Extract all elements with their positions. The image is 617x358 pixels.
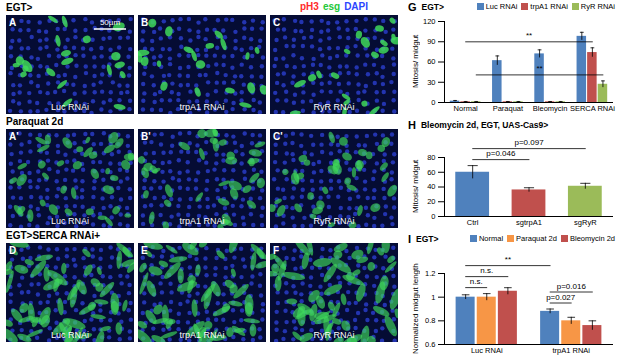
html-text:Mitosis/ midgut: Mitosis/ midgut (410, 159, 420, 214)
svg-text:p=0.027: p=0.027 (546, 293, 576, 302)
html-text:trpA1 RNAi: trpA1 RNAi (530, 2, 568, 11)
svg-text:120: 120 (423, 17, 436, 26)
svg-text:SERCA RNAi: SERCA RNAi (570, 104, 615, 113)
html-text:G EGT>: G EGT> (408, 0, 444, 13)
svg-text:F: F (273, 245, 279, 256)
html-text:Mitosis/ midgut: Mitosis/ midgut (410, 34, 420, 89)
html-text:Luc RNAi: Luc RNAi (485, 2, 518, 11)
svg-text:A: A (9, 17, 16, 28)
svg-text:E: E (141, 245, 148, 256)
svg-text:p=0.097: p=0.097 (514, 138, 544, 147)
svg-text:80: 80 (427, 153, 435, 162)
svg-text:30: 30 (427, 78, 435, 87)
svg-text:0.8: 0.8 (425, 316, 435, 325)
svg-text:0: 0 (431, 98, 435, 107)
svg-text:40: 40 (427, 182, 435, 191)
svg-text:Luc RNAi: Luc RNAi (471, 346, 503, 355)
svg-text:trpA1 RNAi: trpA1 RNAi (179, 102, 224, 112)
svg-text:Ctrl: Ctrl (467, 218, 479, 227)
svg-text:n.s.: n.s. (480, 266, 493, 275)
svg-text:Paraquat: Paraquat (493, 104, 524, 113)
svg-text:**: ** (526, 31, 532, 40)
html-text:Paraquat 2d: Paraquat 2d (6, 116, 64, 127)
html-text:Paraquat 2d: Paraquat 2d (516, 234, 557, 243)
svg-text:**: ** (505, 255, 511, 264)
svg-text:Luc RNAi: Luc RNAi (51, 330, 89, 340)
svg-text:0.6: 0.6 (425, 340, 435, 349)
svg-text:RyR RNAi: RyR RNAi (313, 102, 354, 112)
svg-text:1.2: 1.2 (425, 269, 435, 278)
svg-text:1: 1 (431, 293, 435, 302)
html-text:H: H (408, 118, 416, 131)
html-text:I EGT>: I EGT> (408, 232, 439, 245)
html-text:RyR RNAi: RyR RNAi (580, 2, 615, 11)
svg-text:B': B' (141, 131, 151, 142)
svg-text:D: D (9, 245, 16, 256)
svg-text:C': C' (273, 131, 283, 142)
svg-text:Luc RNAi: Luc RNAi (51, 216, 89, 226)
svg-text:sgRyR: sgRyR (574, 218, 597, 227)
html-text:Bleomycin 2d: Bleomycin 2d (570, 234, 615, 243)
svg-text:60: 60 (427, 168, 435, 177)
svg-text:RyR RNAi: RyR RNAi (313, 216, 354, 226)
svg-text:p=0.046: p=0.046 (486, 149, 516, 158)
svg-text:90: 90 (427, 37, 435, 46)
svg-text:A': A' (9, 131, 19, 142)
svg-text:n.s.: n.s. (470, 277, 483, 286)
svg-text:p=0.016: p=0.016 (557, 282, 587, 291)
html-text:Normal: Normal (478, 234, 504, 243)
svg-text:60: 60 (427, 57, 435, 66)
svg-text:trpA1 RNAi: trpA1 RNAi (552, 346, 590, 355)
html-text:Bleomycin 2d, EGT, UAS-Cas9>: Bleomycin 2d, EGT, UAS-Cas9> (421, 119, 549, 130)
svg-text:trpA1 RNAi: trpA1 RNAi (179, 216, 224, 226)
html-text:EGT>: EGT> (6, 2, 33, 13)
svg-text:RyR RNAi: RyR RNAi (313, 330, 354, 340)
svg-text:Luc RNAi: Luc RNAi (51, 102, 89, 112)
svg-text:Normal: Normal (454, 104, 479, 113)
html-text:Normalized midgut length: Normalized midgut length (410, 263, 420, 354)
svg-text:**: ** (536, 64, 542, 73)
svg-text:0: 0 (431, 212, 435, 221)
svg-text:trpA1 RNAi: trpA1 RNAi (179, 330, 224, 340)
svg-text:Bleomycin: Bleomycin (533, 104, 568, 113)
svg-text:20: 20 (427, 197, 435, 206)
svg-text:50µm: 50µm (100, 18, 121, 27)
svg-text:B: B (141, 17, 148, 28)
html-text:pH3 esg DAPI: pH3 esg DAPI (300, 1, 368, 12)
svg-text:C: C (273, 17, 280, 28)
html-text:EGT>SERCA RNAi+: EGT>SERCA RNAi+ (6, 230, 101, 241)
svg-text:sgtrpA1: sgtrpA1 (516, 218, 542, 227)
